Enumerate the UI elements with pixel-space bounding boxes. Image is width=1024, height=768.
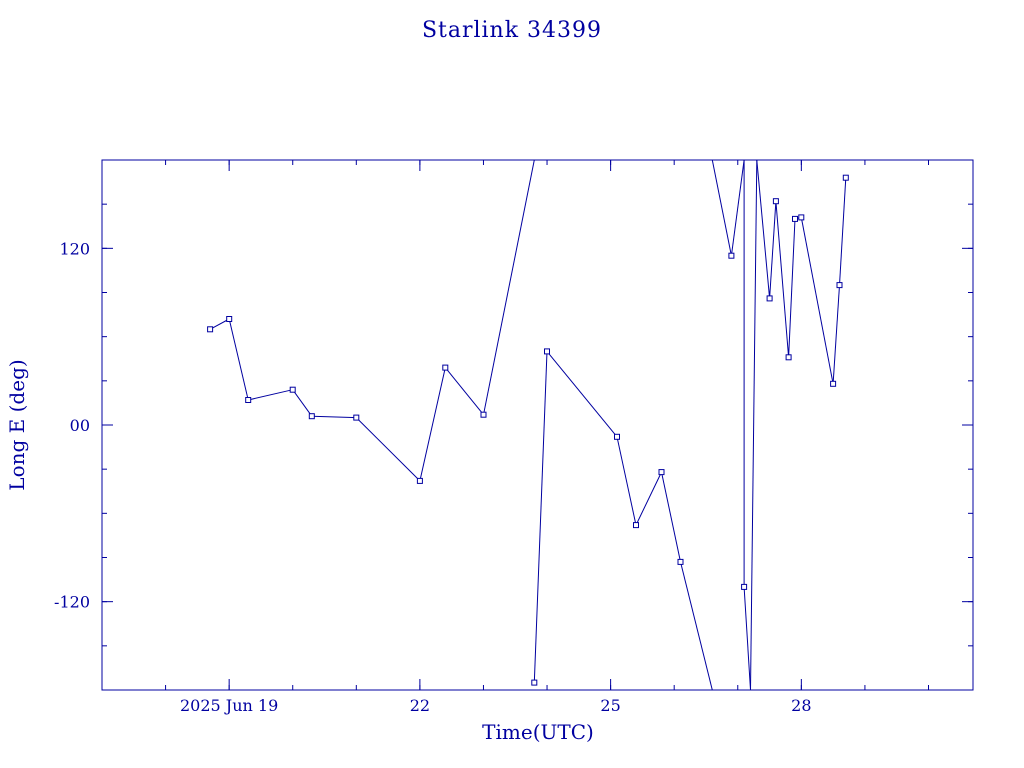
series-segment xyxy=(419,367,446,482)
y-tick-label: 00 xyxy=(70,416,90,435)
data-point xyxy=(677,558,684,565)
data-point xyxy=(207,326,214,333)
data-point xyxy=(442,364,449,371)
data-point xyxy=(728,252,735,259)
y-tick-label: -120 xyxy=(54,593,90,612)
series-segment xyxy=(839,177,847,286)
series-segment xyxy=(635,471,662,526)
series-segment xyxy=(756,160,771,299)
data-point xyxy=(766,295,773,302)
data-point xyxy=(836,282,843,289)
x-minor-ticks xyxy=(101,160,929,690)
chart-title: Starlink 34399 xyxy=(422,18,602,43)
x-tick-label: 25 xyxy=(600,696,620,715)
data-point xyxy=(226,316,233,322)
series-segment xyxy=(775,201,790,358)
series-segment xyxy=(444,367,484,416)
series-segment xyxy=(750,160,758,690)
series-segment xyxy=(832,285,840,384)
data-point xyxy=(614,433,620,440)
x-tick-label: 2025 Jun 19 xyxy=(180,696,278,715)
series-segment xyxy=(743,586,751,690)
data-point xyxy=(798,214,805,221)
series-segment xyxy=(311,415,357,419)
y-axis-label: Long E (deg) xyxy=(5,359,29,490)
x-tick-label: 22 xyxy=(410,696,430,715)
data-point xyxy=(658,469,665,476)
data-point xyxy=(308,413,315,420)
y-minor-ticks xyxy=(102,203,973,647)
series-segment xyxy=(769,201,777,299)
x-axis-label: Time(UTC) xyxy=(482,720,594,744)
data-point xyxy=(830,380,837,387)
data-point xyxy=(245,397,252,403)
data-point xyxy=(785,354,792,361)
series-segment xyxy=(730,160,745,256)
data-point xyxy=(416,477,423,484)
series-segment xyxy=(292,389,313,417)
series-segment xyxy=(248,389,293,401)
series-segment xyxy=(355,417,421,482)
x-tick-label: 28 xyxy=(791,696,811,715)
series-longitude xyxy=(207,160,849,690)
y-axis-ticks: 120 00 -120 xyxy=(54,239,973,612)
data-point xyxy=(772,198,779,205)
series-segment xyxy=(800,217,834,384)
series-segment xyxy=(483,160,535,415)
data-point xyxy=(792,215,798,222)
series-segment xyxy=(209,318,230,330)
series-segment xyxy=(533,351,548,683)
data-point xyxy=(289,386,296,393)
series-segment xyxy=(228,318,249,401)
data-point xyxy=(353,414,360,421)
data-point xyxy=(544,348,550,355)
series-segment xyxy=(616,436,637,526)
data-point xyxy=(480,411,487,418)
data-point xyxy=(633,522,639,529)
series-segment xyxy=(711,160,732,256)
series-segment xyxy=(788,218,796,358)
data-point xyxy=(531,679,538,686)
x-axis-ticks: 2025 Jun 19 22 25 28 xyxy=(180,160,812,715)
data-point xyxy=(842,174,849,181)
series-segment xyxy=(546,351,618,438)
data-point xyxy=(741,583,748,590)
y-tick-label: 120 xyxy=(59,239,90,258)
series-segment xyxy=(680,561,713,690)
series-segment xyxy=(661,471,681,563)
